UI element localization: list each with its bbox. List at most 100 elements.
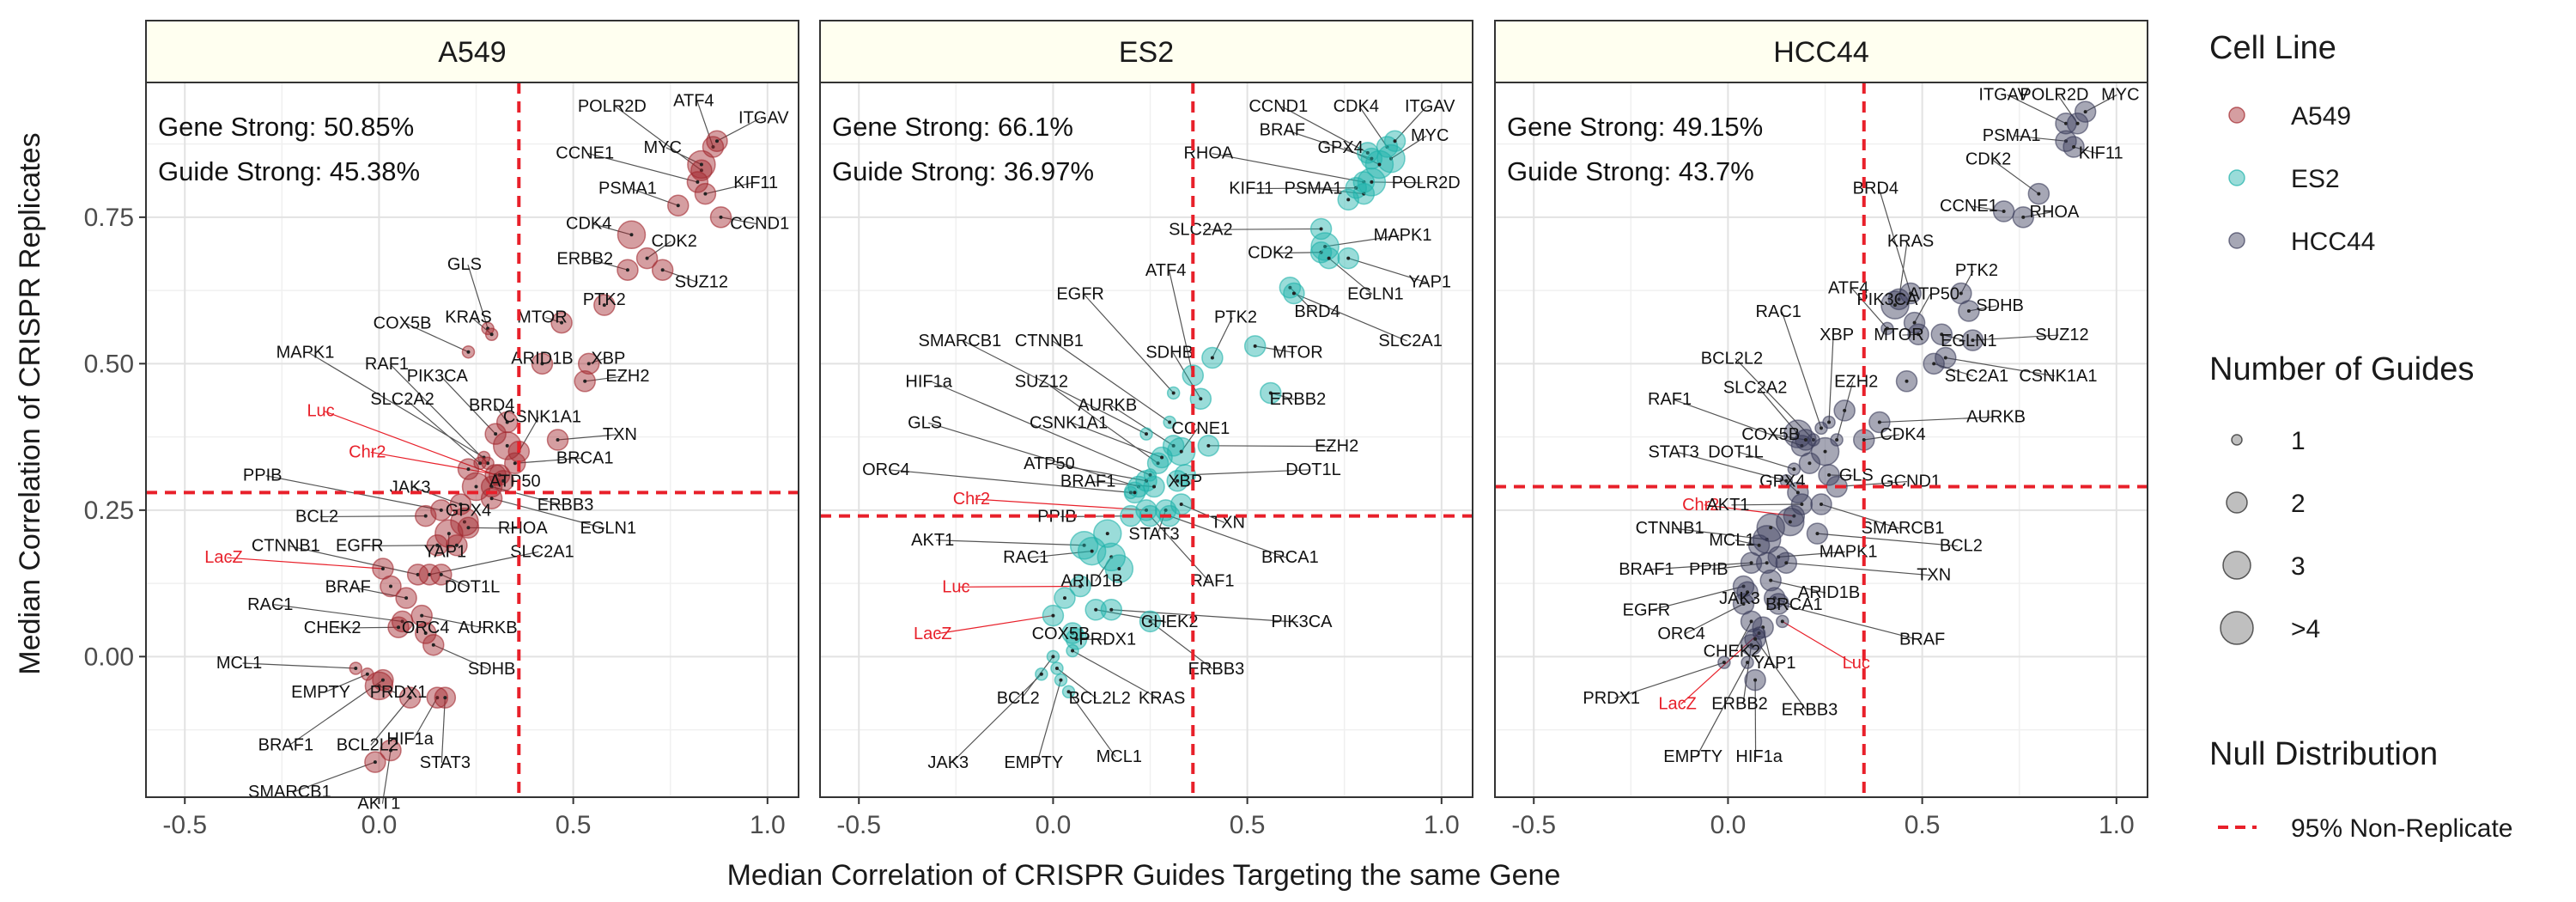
leader-line bbox=[1758, 387, 1799, 435]
point-label: BRAF bbox=[1899, 631, 1945, 649]
point-label: LacZ bbox=[1658, 695, 1696, 714]
point-label: BCL2 bbox=[997, 689, 1040, 708]
point-label: LacZ bbox=[914, 625, 951, 643]
point-label: HIF1a bbox=[1735, 747, 1783, 766]
point-label: PPIB bbox=[243, 466, 283, 485]
leader-line bbox=[1270, 392, 1295, 400]
data-point-center bbox=[474, 485, 478, 489]
point-label: STAT3 bbox=[1648, 442, 1698, 461]
point-label: KRAS bbox=[445, 308, 491, 327]
data-point-center bbox=[583, 379, 587, 383]
data-point-center bbox=[1117, 567, 1121, 571]
data-point-center bbox=[1071, 631, 1075, 636]
leader-line bbox=[1971, 205, 2004, 212]
point-label: COX5B bbox=[374, 314, 432, 332]
point-label: PTK2 bbox=[1214, 308, 1257, 327]
leader-line bbox=[545, 317, 562, 324]
point-label: ARID1B bbox=[1798, 583, 1860, 602]
leader-line bbox=[405, 399, 481, 464]
data-point-center bbox=[1156, 461, 1160, 466]
data-point-center bbox=[1843, 408, 1847, 412]
data-point-center bbox=[435, 696, 440, 700]
data-point-center bbox=[1145, 508, 1148, 512]
data-point-center bbox=[699, 162, 703, 167]
leader-line bbox=[959, 585, 1081, 588]
point-label: EGFR bbox=[336, 537, 384, 556]
point-label: SUZ12 bbox=[2035, 326, 2088, 344]
data-point-center bbox=[1346, 256, 1351, 260]
data-point-center bbox=[1059, 678, 1063, 682]
data-point-center bbox=[389, 748, 392, 753]
point-label: CSNK1A1 bbox=[1030, 413, 1108, 432]
data-point-center bbox=[439, 572, 443, 576]
data-point-center bbox=[645, 256, 649, 260]
point-label: SLC2A2 bbox=[1169, 220, 1233, 239]
x-tick-label: -0.5 bbox=[162, 811, 207, 839]
facet-strip-label: HCC44 bbox=[1773, 36, 1868, 69]
legend-guides-key bbox=[2226, 491, 2248, 514]
leader-line bbox=[1914, 294, 1931, 323]
data-point-center bbox=[1772, 596, 1777, 600]
legend-null-label: 95% Non-Replicate bbox=[2291, 814, 2512, 843]
leader-line bbox=[1696, 661, 1748, 758]
data-point-center bbox=[373, 760, 377, 765]
leader-line bbox=[1863, 434, 1900, 441]
legend: Cell Line Number of Guides Null Distribu… bbox=[2209, 30, 2512, 843]
leader-line bbox=[1902, 333, 1919, 336]
leader-line bbox=[1052, 463, 1147, 482]
data-point-center bbox=[1393, 139, 1397, 143]
leader-line bbox=[1684, 603, 1744, 635]
point-label: CHEK2 bbox=[1704, 642, 1761, 661]
leader-line bbox=[963, 340, 1147, 435]
facet-strip bbox=[145, 20, 799, 83]
data-point-center bbox=[1749, 561, 1753, 565]
point-label: BRAF bbox=[325, 577, 371, 596]
data-point-center bbox=[1253, 344, 1257, 348]
data-point-center bbox=[497, 472, 501, 477]
data-point-center bbox=[540, 362, 544, 366]
point-label: PIK3CA bbox=[1856, 290, 1918, 309]
point-label: ERBB3 bbox=[1782, 701, 1838, 720]
point-label: PRDX1 bbox=[1078, 631, 1136, 649]
gene-strong-annotation: Gene Strong: 49.15% bbox=[1507, 112, 1763, 142]
leader-line bbox=[1774, 434, 1807, 441]
point-label: ATP50 bbox=[489, 472, 541, 491]
point-label: PTK2 bbox=[1955, 261, 1998, 280]
point-label: MAPK1 bbox=[276, 344, 335, 363]
leader-line bbox=[324, 673, 368, 693]
data-point-center bbox=[1168, 420, 1172, 424]
data-point-center bbox=[489, 497, 494, 501]
data-point-center bbox=[377, 684, 381, 688]
point-label: AURKB bbox=[1078, 396, 1137, 415]
data-point-center bbox=[1288, 285, 1292, 289]
data-point-center bbox=[431, 643, 435, 647]
data-point-center bbox=[1746, 661, 1750, 665]
gene-strong-annotation: Gene Strong: 66.1% bbox=[832, 112, 1073, 142]
leader-line bbox=[1771, 580, 1826, 594]
legend-guides-key bbox=[2222, 551, 2251, 580]
data-point-center bbox=[1039, 672, 1043, 676]
leader-line bbox=[1169, 515, 1287, 558]
x-tick-label: -0.5 bbox=[1511, 811, 1556, 839]
leader-line bbox=[927, 422, 1139, 488]
leader-line bbox=[447, 533, 450, 552]
point-label: STAT3 bbox=[420, 753, 471, 772]
point-label: EMPTY bbox=[291, 683, 350, 702]
data-point-center bbox=[404, 596, 409, 600]
x-tick-label: 0.5 bbox=[1230, 811, 1266, 839]
data-point-center bbox=[1063, 596, 1066, 600]
panel-border bbox=[1494, 82, 2148, 798]
data-point-center bbox=[494, 432, 498, 436]
data-point-center bbox=[1823, 449, 1827, 454]
data-point-center bbox=[1893, 303, 1897, 308]
point-label: COX5B bbox=[1741, 425, 1800, 444]
point-label: Chr2 bbox=[1682, 496, 1719, 515]
data-point-center bbox=[1291, 291, 1296, 296]
point-label: DOT1L bbox=[445, 577, 500, 596]
point-label: TXN bbox=[1917, 566, 1951, 585]
point-label: CCNE1 bbox=[1940, 197, 1998, 216]
data-point-center bbox=[1959, 291, 1963, 296]
data-point-center bbox=[435, 543, 440, 547]
leader-line bbox=[1754, 680, 1757, 758]
